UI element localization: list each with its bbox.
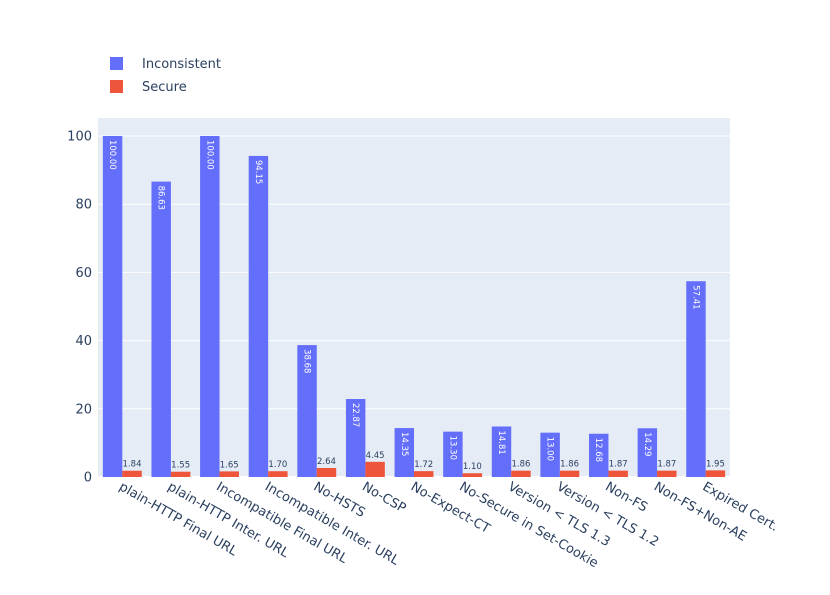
data-label: 2.64 — [317, 457, 336, 467]
bar-secure — [268, 471, 288, 477]
bar-inconsistent — [345, 399, 366, 477]
y-tick-label: 100 — [67, 130, 92, 145]
data-label: 14.81 — [496, 430, 506, 454]
bar-secure — [462, 473, 483, 477]
y-tick-label: 40 — [75, 334, 92, 349]
bar-inconsistent — [686, 281, 706, 477]
bar-secure — [316, 467, 337, 477]
bar-inconsistent — [637, 428, 658, 477]
data-label: 86.63 — [156, 186, 166, 210]
bar-inconsistent — [589, 433, 609, 477]
data-label: 4.45 — [366, 451, 385, 461]
data-label: 13.30 — [447, 436, 457, 460]
plot-background — [98, 118, 730, 477]
data-label: 1.70 — [268, 460, 287, 470]
data-label: 1.86 — [511, 460, 530, 470]
legend-label: Secure — [142, 80, 187, 95]
data-label: 1.84 — [123, 460, 142, 470]
bar-secure — [219, 471, 239, 477]
data-label: 1.87 — [609, 460, 628, 470]
legend-swatch — [110, 57, 123, 70]
bar-secure — [559, 470, 580, 477]
data-label: 14.35 — [399, 432, 409, 456]
y-tick-label: 20 — [75, 402, 92, 417]
bar-inconsistent — [200, 136, 220, 477]
bar-secure — [122, 470, 142, 477]
bar-secure — [511, 470, 531, 477]
bar-secure — [705, 470, 726, 477]
bar-inconsistent — [248, 155, 269, 478]
data-label: 100.00 — [107, 140, 117, 170]
data-label: 1.65 — [220, 460, 239, 470]
data-label: 13.00 — [545, 437, 555, 461]
bar-inconsistent — [151, 181, 171, 477]
bar-inconsistent — [443, 431, 463, 477]
data-label: 1.86 — [560, 460, 579, 470]
data-label: 94.15 — [253, 160, 263, 184]
data-label: 38.68 — [302, 349, 312, 373]
data-label: 1.55 — [171, 461, 190, 471]
bar-secure — [608, 470, 628, 477]
data-label: 100.00 — [204, 140, 214, 170]
bar-inconsistent — [491, 426, 512, 477]
data-label: 1.95 — [706, 459, 725, 469]
legend-label: Inconsistent — [142, 57, 221, 72]
bar-secure — [365, 461, 385, 477]
bar-secure — [170, 471, 191, 477]
x-tick-label: No-CSP — [359, 479, 408, 516]
data-label: 22.87 — [350, 403, 360, 427]
bar-inconsistent — [540, 432, 560, 477]
data-label: 1.87 — [657, 460, 676, 470]
bar-inconsistent — [394, 428, 414, 477]
data-label: 1.72 — [414, 460, 433, 470]
bar-inconsistent — [102, 136, 123, 477]
bar-secure — [657, 470, 677, 477]
bar-secure — [414, 471, 434, 477]
data-label: 12.68 — [593, 438, 603, 462]
data-label: 57.41 — [690, 285, 700, 309]
y-tick-label: 80 — [75, 198, 92, 213]
y-tick-label: 0 — [84, 471, 92, 486]
data-label: 1.10 — [463, 462, 482, 472]
legend-swatch — [110, 80, 123, 93]
bar-inconsistent — [297, 345, 317, 477]
data-label: 14.29 — [642, 432, 652, 456]
y-tick-label: 60 — [75, 266, 92, 281]
